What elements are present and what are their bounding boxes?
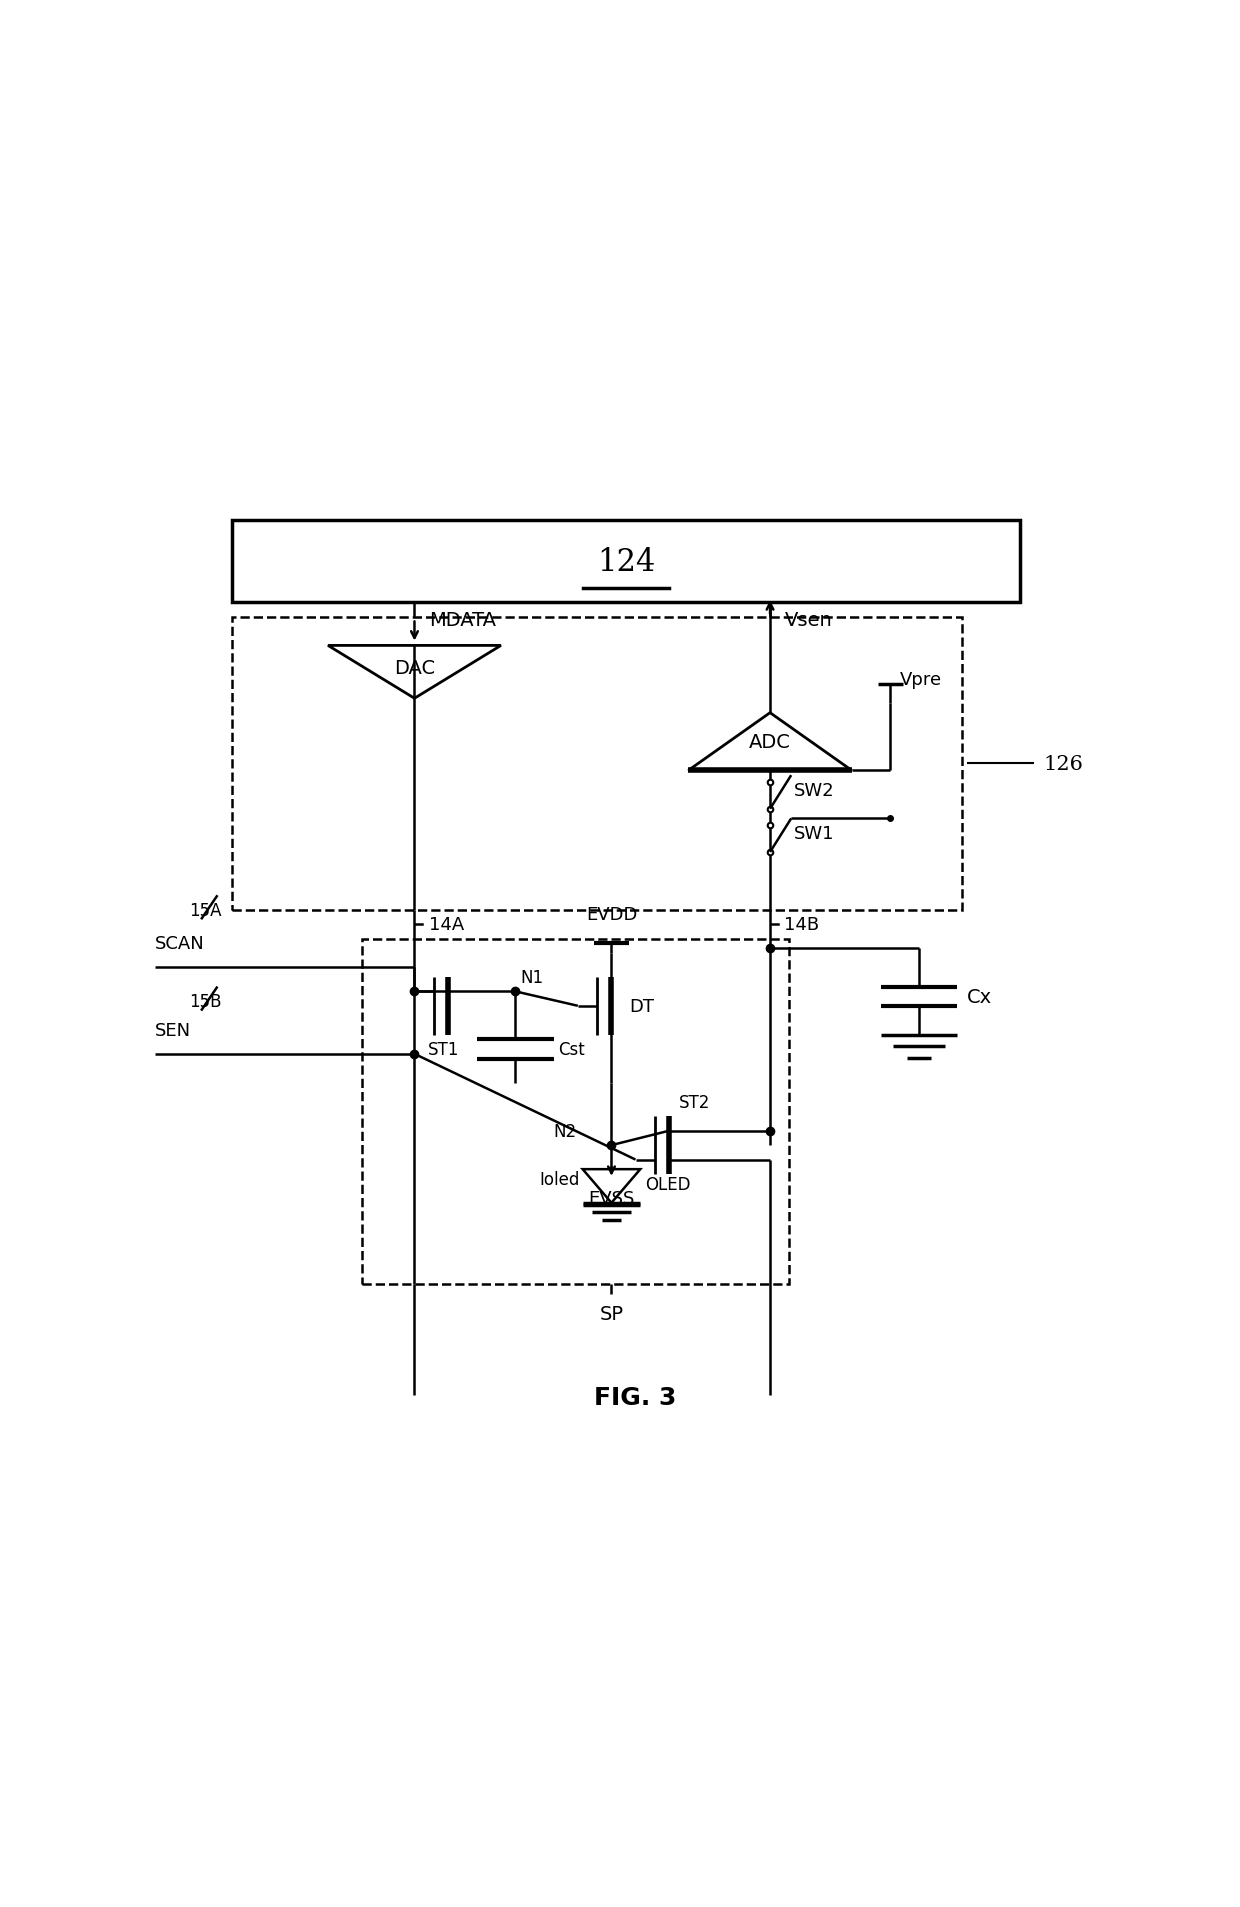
Text: ST2: ST2 xyxy=(678,1093,711,1112)
Text: EVSS: EVSS xyxy=(588,1190,635,1207)
Text: OLED: OLED xyxy=(645,1175,691,1194)
Bar xyxy=(362,938,789,1285)
Text: ST1: ST1 xyxy=(428,1041,459,1058)
Text: DAC: DAC xyxy=(394,658,435,677)
Text: SCAN: SCAN xyxy=(155,934,205,954)
Text: 126: 126 xyxy=(1044,755,1084,772)
Text: ADC: ADC xyxy=(749,732,791,751)
Text: SEN: SEN xyxy=(155,1022,191,1039)
Text: 15A: 15A xyxy=(188,902,221,919)
Text: SW1: SW1 xyxy=(794,824,835,843)
Text: Vpre: Vpre xyxy=(900,671,942,688)
Text: 14B: 14B xyxy=(785,915,820,934)
Text: N2: N2 xyxy=(554,1121,577,1140)
Text: SW2: SW2 xyxy=(794,782,835,799)
Text: N1: N1 xyxy=(521,969,543,986)
Text: 15B: 15B xyxy=(188,992,221,1011)
Text: Cx: Cx xyxy=(967,988,992,1007)
Bar xyxy=(232,521,1019,603)
Text: Vsen: Vsen xyxy=(785,610,832,629)
Text: EVDD: EVDD xyxy=(585,906,637,925)
Text: SP: SP xyxy=(599,1304,624,1323)
Text: Cst: Cst xyxy=(558,1041,585,1058)
Text: FIG. 3: FIG. 3 xyxy=(594,1384,677,1409)
Text: 124: 124 xyxy=(596,547,655,578)
Text: 14A: 14A xyxy=(429,915,464,934)
Text: MDATA: MDATA xyxy=(429,610,496,629)
Text: Ioled: Ioled xyxy=(539,1171,580,1188)
Text: DT: DT xyxy=(629,997,653,1015)
Bar xyxy=(232,618,962,910)
